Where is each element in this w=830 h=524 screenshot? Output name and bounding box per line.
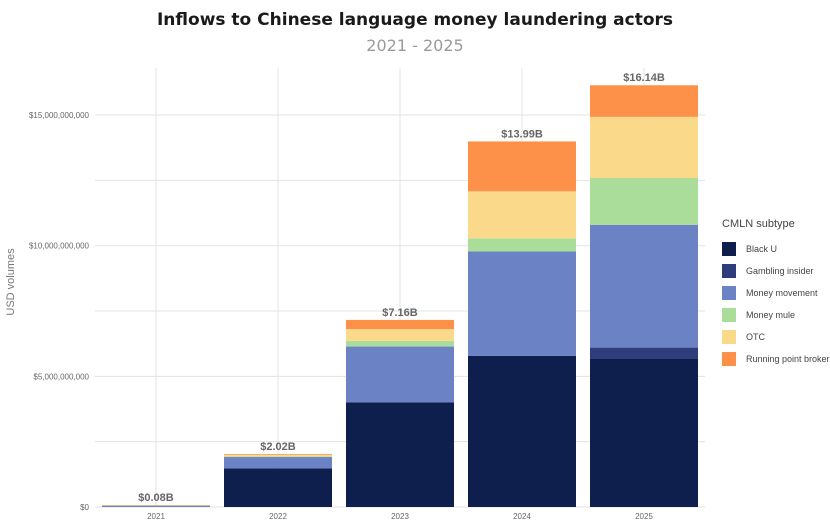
legend-item: Money movement	[722, 282, 830, 304]
bar-segment	[224, 468, 332, 507]
bar-segment	[346, 340, 454, 347]
legend-label: Gambling insider	[746, 266, 814, 276]
x-tick-label: 2024	[513, 512, 531, 521]
bar-segment	[468, 355, 576, 507]
legend: CMLN subtype Black U Gambling insider Mone…	[722, 218, 830, 370]
bar-total-label: $16.14B	[623, 72, 665, 84]
legend-label: OTC	[746, 332, 765, 342]
bar-segment	[590, 85, 698, 117]
legend-label: Running point broker	[746, 354, 830, 364]
labels-layer: $0 $5,000,000,000 $10,000,000,000 $15,000,0…	[29, 72, 665, 521]
y-tick-label: $0	[80, 503, 89, 512]
bar-segment	[346, 402, 454, 507]
legend-item: Black U	[722, 238, 830, 260]
legend-item: Money mule	[722, 304, 830, 326]
bar-total-label: $0.08B	[138, 492, 174, 504]
x-tick-label: 2022	[269, 512, 287, 521]
chart-subtitle: 2021 - 2025	[366, 36, 464, 55]
legend-item: Running point broker	[722, 348, 830, 370]
bar-segment	[590, 224, 698, 348]
legend-item: Gambling insider	[722, 260, 830, 282]
bar-segment	[346, 319, 454, 330]
bar-segment	[346, 346, 454, 403]
bar-segment	[102, 505, 210, 507]
bar-segment	[468, 251, 576, 356]
bar-segment	[590, 116, 698, 179]
bar-segment	[468, 191, 576, 239]
legend-label: Money movement	[746, 288, 818, 298]
bars-layer	[102, 85, 698, 507]
legend-swatch	[722, 352, 736, 366]
legend-title: CMLN subtype	[722, 218, 795, 230]
legend-swatch	[722, 330, 736, 344]
legend-item: OTC	[722, 326, 830, 348]
y-axis-label: USD volumes	[5, 248, 17, 316]
bar-segment	[102, 504, 210, 506]
bar-segment	[224, 454, 332, 456]
y-tick-label: $5,000,000,000	[33, 372, 89, 381]
legend-label: Money mule	[746, 310, 796, 320]
bar-segment	[224, 456, 332, 458]
x-tick-label: 2025	[635, 512, 653, 521]
x-tick-label: 2023	[391, 512, 409, 521]
bar-total-label: $2.02B	[260, 441, 296, 453]
bar-segment	[346, 329, 454, 341]
legend-swatch	[722, 308, 736, 322]
bar-segment	[224, 456, 332, 469]
legend-swatch	[722, 286, 736, 300]
legend-swatch	[722, 264, 736, 278]
legend-swatch	[722, 242, 736, 256]
bar-segment	[468, 238, 576, 252]
bar-segment	[590, 347, 698, 359]
bar-segment	[224, 454, 332, 457]
bar-total-label: $13.99B	[501, 128, 543, 140]
bar-segment	[590, 178, 698, 225]
y-tick-label: $15,000,000,000	[29, 111, 90, 120]
chart-title: Inflows to Chinese language money launde…	[156, 10, 674, 30]
bar-segment	[590, 358, 698, 507]
x-tick-label: 2021	[147, 512, 165, 521]
y-tick-label: $10,000,000,000	[29, 242, 90, 251]
bar-segment	[468, 141, 576, 192]
legend-label: Black U	[746, 244, 778, 254]
bar-total-label: $7.16B	[382, 307, 418, 319]
